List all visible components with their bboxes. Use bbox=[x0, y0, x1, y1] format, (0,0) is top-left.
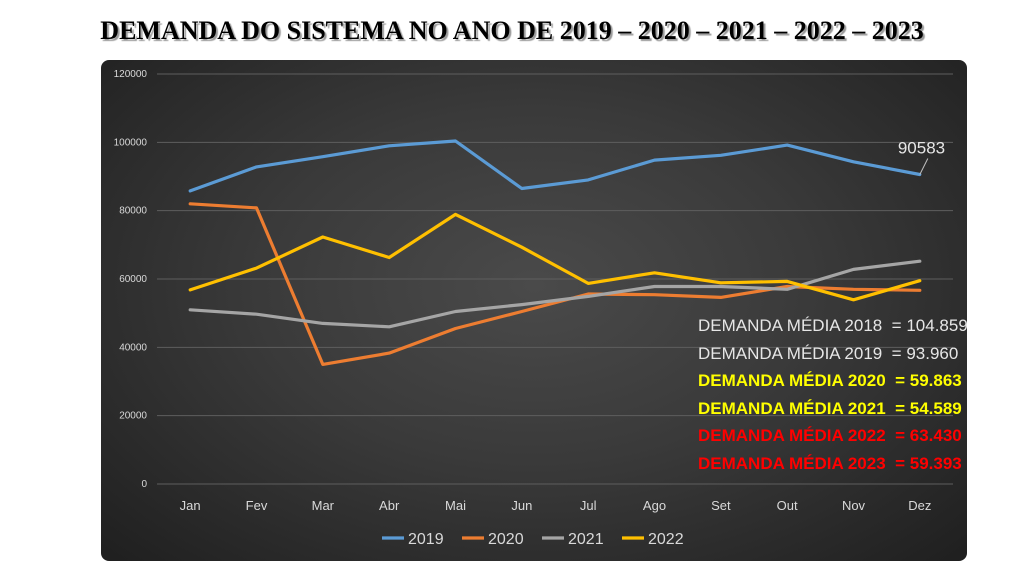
x-axis-ticks: Jan Fev Mar Abr Mai Jun Jul Ago Set Out Nov Dez bbox=[180, 498, 932, 513]
x-tick-label: Fev bbox=[246, 498, 268, 513]
y-tick-label: 60000 bbox=[119, 274, 147, 285]
gridlines bbox=[157, 73, 953, 485]
page-title: DEMANDA DO SISTEMA NO ANO DE 2019 – 2020… bbox=[100, 16, 924, 45]
x-tick-label: Jun bbox=[511, 498, 532, 513]
x-tick-label: Dez bbox=[908, 498, 931, 513]
average-demand-line: DEMANDA MÉDIA 2020 = 59.863 bbox=[698, 371, 962, 390]
legend-label: 2022 bbox=[648, 531, 684, 548]
series-line-2019 bbox=[188, 139, 922, 193]
y-tick-label: 100000 bbox=[114, 137, 148, 148]
legend-label: 2020 bbox=[488, 531, 524, 548]
y-tick-label: 20000 bbox=[119, 411, 147, 422]
average-demand-line: DEMANDA MÉDIA 2023 = 59.393 bbox=[698, 453, 962, 473]
series-line-2020 bbox=[188, 202, 922, 366]
x-tick-label: Jul bbox=[580, 498, 597, 513]
average-demand-line: DEMANDA MÉDIA 2022 = 63.430 bbox=[698, 426, 962, 445]
legend-label: 2019 bbox=[408, 531, 444, 548]
y-tick-label: 120000 bbox=[114, 69, 148, 80]
chart-panel: 0 20000 40000 60000 80000 100000 120000 Jan Fev… bbox=[101, 60, 967, 561]
x-tick-label: Mar bbox=[312, 498, 335, 513]
legend-label: 2021 bbox=[568, 531, 604, 548]
series-lines bbox=[188, 139, 922, 366]
y-tick-label: 0 bbox=[141, 479, 147, 490]
series-line-2022 bbox=[188, 212, 922, 302]
data-label-group: 90583 bbox=[898, 139, 945, 175]
x-tick-label: Set bbox=[711, 498, 731, 513]
average-demand-line: DEMANDA MÉDIA 2018 = 104.859 bbox=[698, 316, 967, 335]
x-tick-label: Ago bbox=[643, 498, 666, 513]
x-tick-label: Out bbox=[777, 498, 798, 513]
y-tick-label: 80000 bbox=[119, 206, 147, 217]
y-axis-ticks: 0 20000 40000 60000 80000 100000 120000 bbox=[114, 69, 148, 490]
data-label: 90583 bbox=[898, 139, 945, 158]
y-tick-label: 40000 bbox=[119, 342, 147, 353]
x-tick-label: Mai bbox=[445, 498, 466, 513]
average-demand-line: DEMANDA MÉDIA 2019 = 93.960 bbox=[698, 343, 959, 363]
data-label-leader bbox=[919, 158, 929, 175]
line-chart: 0 20000 40000 60000 80000 100000 120000 Jan Fev… bbox=[114, 69, 953, 548]
legend: 2019 2020 2021 2022 bbox=[382, 531, 684, 548]
x-tick-label: Nov bbox=[842, 498, 866, 513]
average-demand-line: DEMANDA MÉDIA 2021 = 54.589 bbox=[698, 398, 962, 418]
x-tick-label: Jan bbox=[180, 498, 201, 513]
x-tick-label: Abr bbox=[379, 498, 400, 513]
